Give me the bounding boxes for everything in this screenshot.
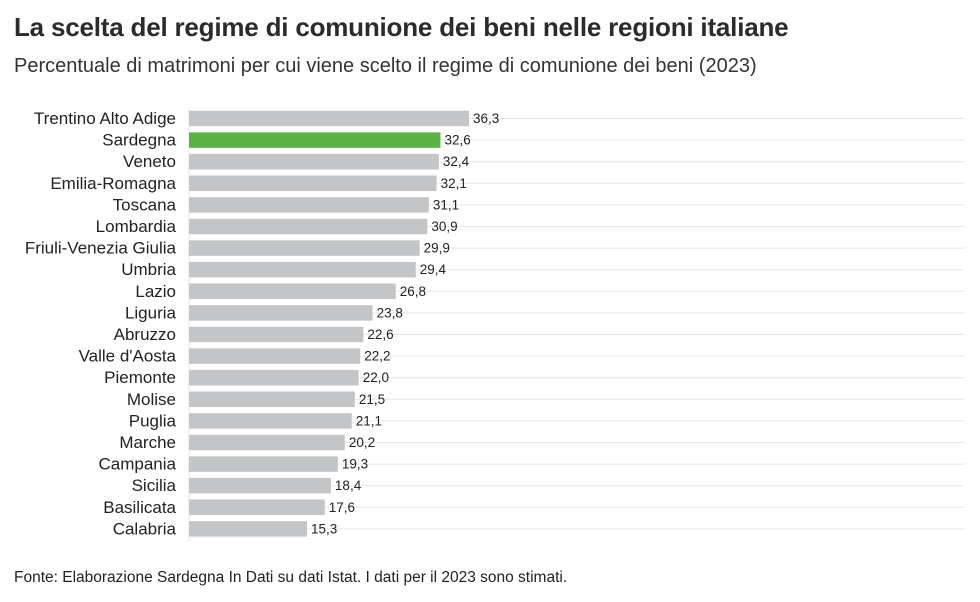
category-label: Umbria: [121, 260, 176, 279]
category-label: Marche: [119, 433, 176, 452]
value-label: 20,2: [349, 435, 375, 450]
value-label: 31,1: [433, 197, 459, 212]
bar: [189, 456, 338, 472]
value-label: 23,8: [377, 305, 403, 320]
category-label: Sicilia: [132, 476, 177, 495]
value-label: 15,3: [311, 521, 337, 536]
category-label: Molise: [127, 390, 176, 409]
category-label: Calabria: [113, 519, 177, 538]
value-label: 32,1: [441, 176, 467, 191]
category-label: Sardegna: [102, 131, 176, 150]
category-label: Valle d'Aosta: [79, 347, 177, 366]
category-label: Puglia: [129, 411, 177, 430]
bar: [189, 175, 437, 192]
bar: [189, 413, 352, 429]
category-label: Lazio: [135, 282, 176, 301]
value-label: 26,8: [400, 284, 426, 299]
bar: [189, 240, 420, 256]
category-label: Liguria: [125, 303, 177, 322]
category-label: Piemonte: [104, 368, 176, 387]
bar: [189, 110, 469, 127]
bar: [189, 305, 373, 321]
chart-subtitle: Percentuale di matrimoni per cui viene s…: [14, 55, 757, 77]
value-label: 32,4: [443, 154, 470, 169]
bar: [189, 477, 331, 494]
category-label: Campania: [99, 455, 177, 474]
bar: [189, 499, 325, 516]
value-label: 21,1: [356, 413, 382, 428]
bar: [189, 283, 396, 300]
value-label: 30,9: [431, 219, 457, 234]
bar: [189, 326, 364, 343]
bar: [189, 197, 429, 213]
value-label: 21,5: [359, 392, 385, 407]
category-label: Emilia-Romagna: [50, 174, 176, 193]
chart-title: La scelta del regime di comunione dei be…: [14, 12, 789, 42]
value-label: 19,3: [342, 457, 368, 472]
category-label: Trentino Alto Adige: [34, 109, 176, 128]
bar-highlight: [189, 132, 441, 148]
bar: [189, 261, 416, 278]
category-label: Veneto: [123, 152, 176, 171]
value-label: 29,4: [420, 262, 447, 277]
value-label: 29,9: [424, 241, 450, 256]
bar-chart: Trentino Alto Adige 36,3 Sardegna 32,6 Venet…: [25, 108, 965, 541]
category-label: Friuli-Venezia Giulia: [25, 239, 177, 258]
value-label: 22,0: [363, 370, 389, 385]
category-label: Lombardia: [96, 217, 177, 236]
category-label: Basilicata: [103, 498, 176, 517]
bar: [189, 348, 361, 364]
value-label: 17,6: [329, 500, 355, 515]
bar: [189, 391, 355, 408]
value-label: 32,6: [444, 133, 470, 148]
bar: [189, 434, 345, 451]
value-label: 36,3: [473, 111, 499, 126]
value-label: 22,2: [364, 349, 390, 364]
category-label: Abruzzo: [114, 325, 176, 344]
bars: Trentino Alto Adige 36,3 Sardegna 32,6 Venet…: [25, 109, 499, 538]
value-label: 22,6: [367, 327, 393, 342]
source-note: Fonte: Elaborazione Sardegna In Dati su …: [14, 569, 568, 586]
bar: [189, 218, 428, 235]
bar: [189, 153, 439, 170]
value-label: 18,4: [335, 478, 362, 493]
bar: [189, 369, 359, 386]
category-label: Toscana: [113, 195, 177, 214]
bar: [189, 521, 308, 537]
